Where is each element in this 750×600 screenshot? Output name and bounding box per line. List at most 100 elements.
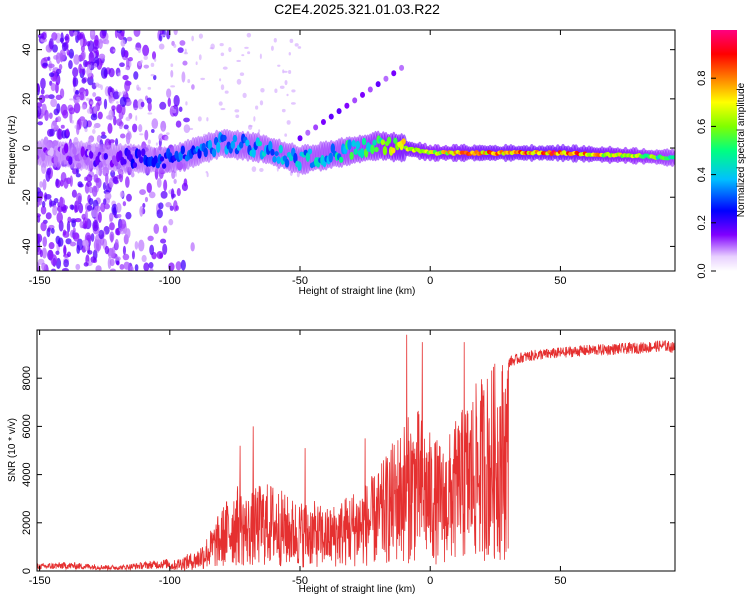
spectrogram-noise-blob <box>94 34 99 47</box>
spectrogram-noise-blob <box>48 112 53 120</box>
spectrogram-streak-blob <box>375 81 381 88</box>
spectrogram-noise-blob <box>162 243 168 255</box>
spectrogram-streak-blob <box>399 64 405 71</box>
spectrogram-noise-blob <box>88 51 95 64</box>
spectrogram-noise-blob <box>105 172 109 185</box>
spectrogram-noise-blob <box>86 174 93 183</box>
spectrogram-noise-blob <box>109 222 115 231</box>
spectrogram-noise-blob <box>286 93 289 97</box>
spectrogram-noise-blob <box>37 83 40 93</box>
spectrogram-noise-blob <box>131 250 135 260</box>
spectrogram-noise-blob <box>117 91 122 96</box>
spectrogram-noise-blob <box>97 111 103 120</box>
spectrogram-noise-blob <box>109 46 116 54</box>
spectrogram-noise-blob <box>156 250 164 260</box>
spectrogram-noise-blob <box>95 265 102 271</box>
spectrogram-noise-blob <box>116 213 122 218</box>
spectrogram-noise-blob <box>173 30 178 36</box>
spectrogram-noise-blob <box>170 69 174 78</box>
spectrogram-ridge-point <box>359 148 365 159</box>
spectrogram-noise-blob <box>74 200 80 213</box>
spectrogram-noise-blob <box>149 267 154 271</box>
snr-xlabel: Height of straight line (km) <box>299 584 416 595</box>
spectrogram-noise-blob <box>155 142 158 146</box>
spectrogram-ylabel: Frequency (Hz) <box>7 116 18 185</box>
spectrogram-noise-blob <box>205 171 208 174</box>
snr-ytick-label: 0 <box>21 568 33 574</box>
spectrogram-noise-blob <box>76 192 82 204</box>
spectrogram-noise-blob <box>138 239 145 252</box>
spectrogram-noise-blob <box>86 41 91 47</box>
spectrogram-noise-blob <box>90 113 98 121</box>
spectrogram-noise-blob <box>147 112 153 115</box>
spectrogram-noise-blob <box>164 135 169 142</box>
spectrogram-noise-blob <box>181 71 186 83</box>
spectrogram-noise-blob <box>61 130 67 139</box>
spectrogram-noise-blob <box>259 100 264 106</box>
spectrogram-noise-blob <box>206 117 209 122</box>
spectrogram-noise-blob <box>86 205 93 211</box>
spectrogram-noise-blob <box>44 193 52 200</box>
spectrogram-noise-blob <box>153 223 160 235</box>
spectrogram-streak-blob <box>328 113 334 120</box>
spectrogram-streak-blob <box>360 91 366 98</box>
spectrogram-noise-blob <box>72 67 79 78</box>
spectrogram-noise-blob <box>100 134 107 139</box>
spectrogram-noise-blob <box>116 104 123 114</box>
spectrogram-noise-blob <box>270 45 274 51</box>
spectrogram-noise-blob <box>112 176 119 184</box>
spectrogram-noise-blob <box>166 88 172 99</box>
spectrogram-noise-blob <box>190 242 195 252</box>
spectrogram-noise-blob <box>156 177 162 188</box>
spectrogram-noise-blob <box>218 101 223 106</box>
colorbar-tick-label: 0.8 <box>696 71 708 86</box>
spectrogram-noise-blob <box>242 92 247 99</box>
spectrogram-noise-blob <box>173 44 177 48</box>
spectrogram-noise-blob <box>172 108 177 114</box>
spectrogram-noise-blob <box>139 189 146 196</box>
spectrogram-noise-blob <box>142 203 146 209</box>
spectrogram-ridge-point <box>88 150 94 159</box>
spectrogram-noise-blob <box>109 258 115 267</box>
spectrogram-xlabel: Height of straight line (km) <box>299 286 416 297</box>
spectrogram-noise-blob <box>219 43 224 47</box>
spectrogram-noise-blob <box>63 177 69 189</box>
spectrogram-noise-blob <box>150 73 155 77</box>
spectrogram-noise-blob <box>48 72 55 78</box>
spectrogram-noise-blob <box>151 118 159 130</box>
spectrogram-noise-blob <box>115 260 120 266</box>
spectrogram-ridge-point <box>393 137 398 144</box>
spectrogram-noise-blob <box>91 185 98 197</box>
spectrogram-noise-blob <box>69 204 74 210</box>
spectrogram-noise-blob <box>289 38 294 44</box>
colorbar-gradient <box>711 30 737 271</box>
spectrogram-ridge-point <box>211 148 217 158</box>
spectrogram-noise-blob <box>143 64 150 69</box>
spectrogram-noise-blob <box>185 101 188 106</box>
spectrogram-noise-blob <box>150 62 155 67</box>
spectrogram-noise-blob <box>149 244 155 256</box>
spectrogram-noise-blob <box>74 218 82 223</box>
spectrogram-noise-blob <box>103 68 108 78</box>
spectrogram-ridge-point <box>238 141 244 149</box>
spectrogram-noise-blob <box>71 219 76 228</box>
spectrogram-noise-blob <box>93 62 98 69</box>
spectrogram-noise-blob <box>94 82 100 87</box>
spectrogram-noise-blob <box>73 87 76 93</box>
spectrogram-noise-blob <box>137 47 142 54</box>
spectrogram-noise-blob <box>125 132 131 145</box>
spectrogram-noise-blob <box>92 92 97 97</box>
snr-axes: -150 -100 -50 0 50 0 2000 4000 6000 8000 <box>21 330 675 587</box>
spectrogram-ytick-label: -20 <box>21 189 33 205</box>
spectrogram-noise-blob <box>44 94 50 99</box>
spectrogram-noise-blob <box>123 124 129 130</box>
spectrogram-noise-blob <box>170 188 175 200</box>
spectrogram-ridge-point <box>136 149 142 158</box>
spectrogram-xtick-label: -150 <box>29 275 51 287</box>
spectrogram-noise-blob <box>76 238 84 251</box>
spectrogram-noise-blob <box>111 246 116 259</box>
spectrogram-ridge-point <box>268 140 273 152</box>
spectrogram-noise-blob <box>117 72 122 77</box>
spectrogram-noise-blob <box>99 43 103 48</box>
spectrogram-noise-blob <box>39 249 43 258</box>
